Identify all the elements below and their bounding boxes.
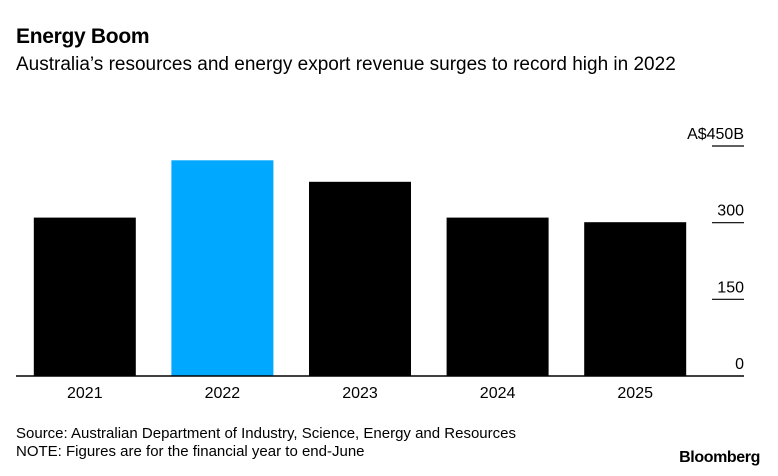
x-tick-label-2021: 2021 bbox=[67, 385, 103, 402]
x-tick-label-2024: 2024 bbox=[480, 385, 516, 402]
brand-logo: Bloomberg bbox=[679, 449, 760, 466]
y-tick-label-300: 300 bbox=[717, 203, 744, 220]
footnote: NOTE: Figures are for the financial year… bbox=[16, 443, 365, 460]
x-tick-label-2022: 2022 bbox=[205, 385, 241, 402]
x-tick-label-2025: 2025 bbox=[617, 385, 653, 402]
bar-2023 bbox=[309, 181, 411, 376]
x-tick-label-2023: 2023 bbox=[342, 385, 378, 402]
bar-2025 bbox=[584, 222, 687, 376]
y-tick-label-150: 150 bbox=[717, 279, 744, 296]
bar-2022 bbox=[171, 160, 274, 376]
bar-2024 bbox=[446, 217, 549, 376]
bar-2021 bbox=[33, 217, 136, 376]
y-tick-label-0: 0 bbox=[735, 356, 744, 373]
source-note: Source: Australian Department of Industr… bbox=[16, 425, 516, 442]
y-tick-label-450: A$450B bbox=[687, 126, 744, 143]
chart-subtitle: Australia’s resources and energy export … bbox=[16, 54, 676, 75]
chart-title: Energy Boom bbox=[16, 25, 150, 48]
